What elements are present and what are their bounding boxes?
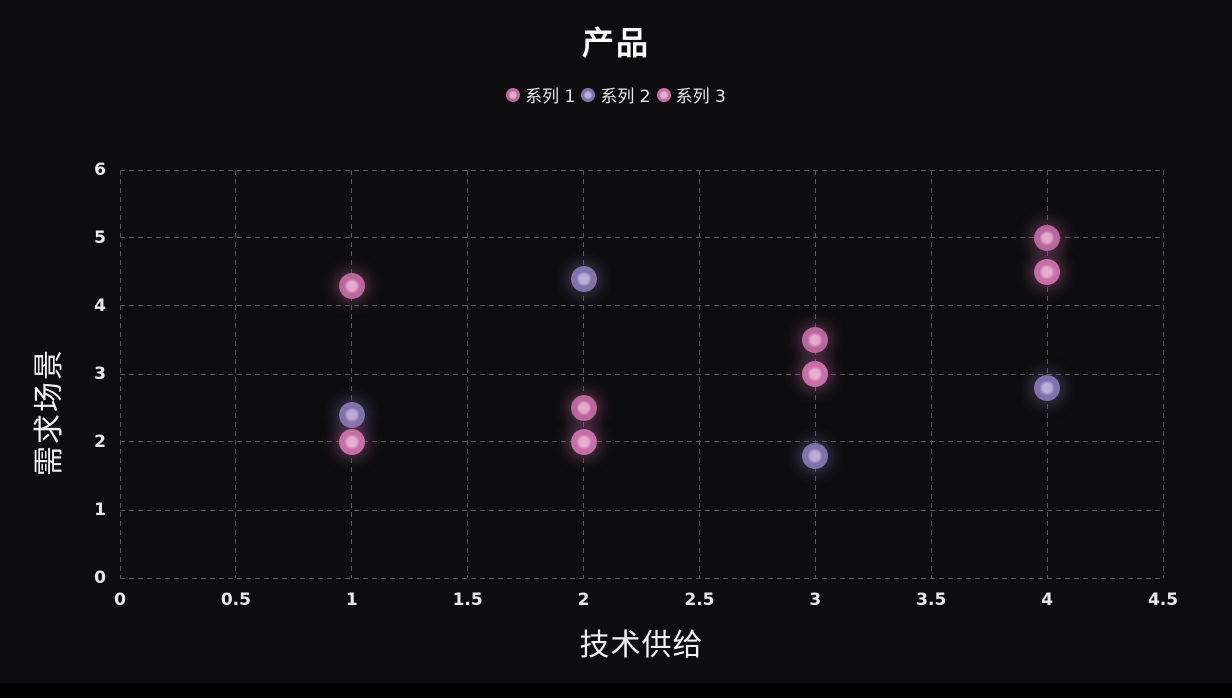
gridline-horizontal: [120, 237, 1163, 239]
legend-item-series-3[interactable]: 系列 3: [656, 82, 726, 107]
legend-marker-icon: [656, 87, 671, 102]
legend-marker-icon: [581, 87, 596, 102]
x-axis-tick-label: 0: [114, 590, 126, 610]
y-axis-tick-label: 3: [94, 364, 106, 384]
gridline-horizontal: [120, 373, 1163, 375]
x-axis-tick-label: 2: [577, 590, 590, 610]
legend-label: 系列 3: [675, 87, 726, 107]
y-axis-tick-label: 1: [94, 500, 106, 520]
chart-canvas: 产品 系列 1 系列 2 系列 3 需求场景 技术供给 0 0.5 1 1.5 2 2.5 3 3…: [0, 0, 1232, 683]
x-axis-tick-label: 3: [809, 590, 822, 610]
x-axis-tick-label: 2.5: [684, 590, 715, 610]
legend-marker-icon: [506, 87, 521, 102]
gridline-horizontal: [120, 305, 1163, 307]
legend-item-series-1[interactable]: 系列 1: [506, 82, 575, 107]
scatter-point-series-1[interactable]: [570, 395, 597, 421]
x-axis-tick-label: 3.5: [916, 590, 947, 610]
x-axis-tick-label: 4: [1041, 590, 1054, 610]
scatter-point-series-3[interactable]: [802, 361, 829, 387]
gridline-horizontal: [120, 577, 1163, 579]
y-axis-tick-label: 5: [94, 227, 106, 248]
y-axis-tick-label: 2: [94, 431, 106, 452]
chart-title: 产品: [581, 24, 650, 62]
x-axis-tick-label: 0.5: [220, 590, 251, 610]
x-axis-tick-label: 1.5: [452, 590, 483, 610]
gridline-horizontal: [120, 509, 1163, 511]
scatter-point-series-2[interactable]: [570, 265, 597, 292]
legend-item-series-2[interactable]: 系列 2: [581, 82, 651, 107]
x-axis-tick-label: 1: [345, 590, 358, 610]
scatter-point-series-2[interactable]: [802, 442, 829, 469]
x-axis-tick-label: 4.5: [1147, 590, 1179, 610]
scatter-point-series-3[interactable]: [1034, 259, 1061, 285]
plot-area: 0 0.5 1 1.5 2 2.5 3 3.5 4 4.5 0 1 2 3 4 5 6: [94, 160, 1178, 610]
scatter-point-series-1[interactable]: [338, 272, 365, 299]
y-axis-tick-label: 4: [94, 295, 106, 316]
scatter-point-series-3[interactable]: [570, 428, 597, 455]
scatter-point-series-1[interactable]: [802, 327, 829, 353]
y-axis-tick-label: 6: [94, 160, 106, 180]
scatter-point-series-3[interactable]: [338, 428, 365, 455]
y-axis-title: 需求场景: [32, 348, 67, 476]
y-axis-tick-label: 0: [94, 568, 106, 588]
x-axis-title: 技术供给: [579, 628, 704, 663]
scatter-point-series-2[interactable]: [1034, 374, 1061, 401]
scatter-point-series-1[interactable]: [1034, 224, 1061, 251]
chart-legend: 系列 1 系列 2 系列 3: [0, 82, 1232, 107]
legend-label: 系列 2: [600, 87, 651, 107]
gridline-horizontal: [120, 441, 1163, 443]
gridline-horizontal: [120, 169, 1163, 171]
scatter-point-series-2[interactable]: [338, 401, 365, 428]
legend-label: 系列 1: [525, 87, 576, 107]
gridline-vertical: [1162, 170, 1164, 578]
